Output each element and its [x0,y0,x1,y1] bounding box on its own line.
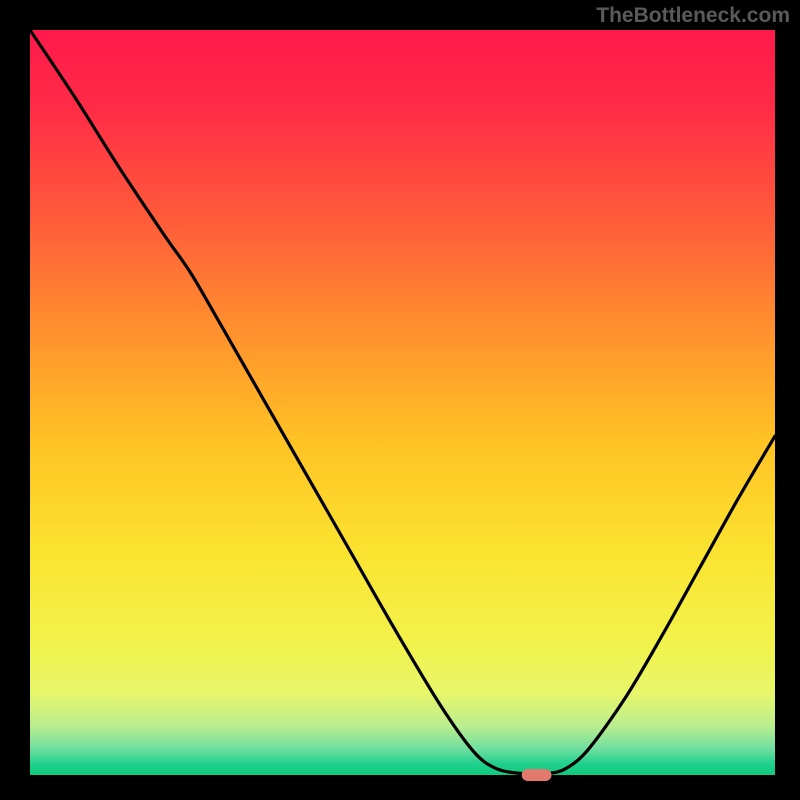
optimal-marker-pill [522,769,552,781]
watermark-label: TheBottleneck.com [596,4,790,28]
bottleneck-chart: TheBottleneck.com [0,0,800,800]
gradient-plot-area [30,30,775,775]
chart-svg [0,0,800,800]
